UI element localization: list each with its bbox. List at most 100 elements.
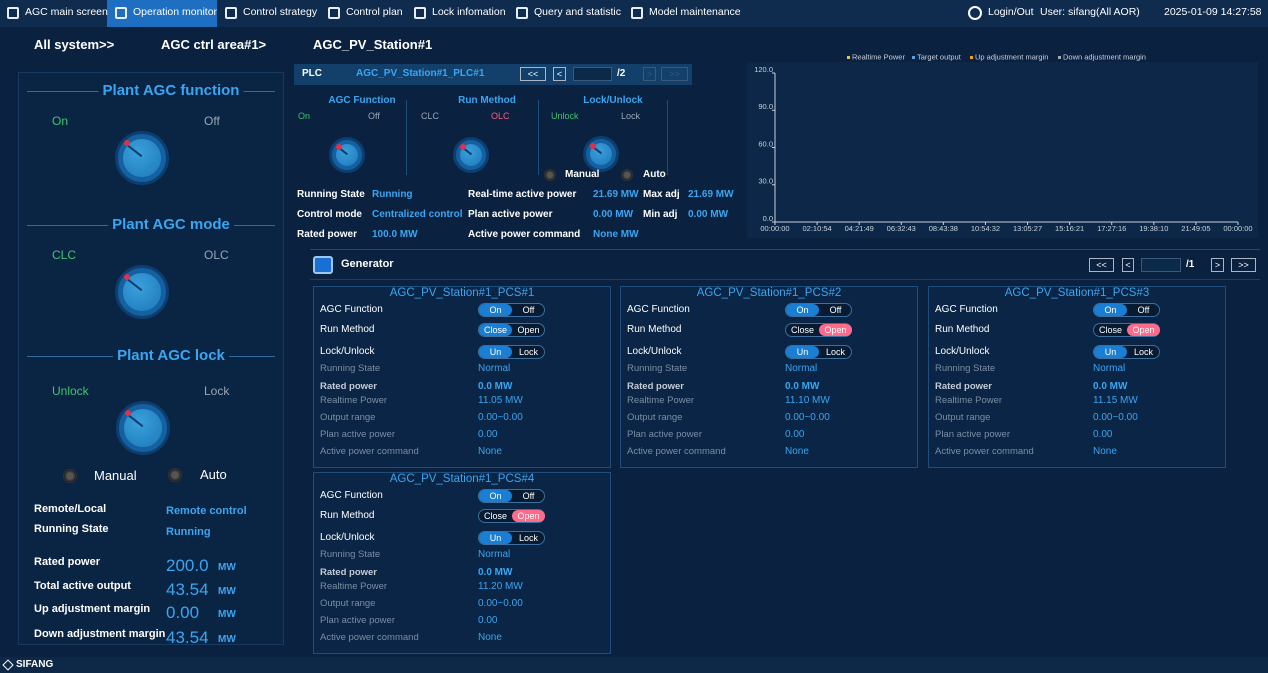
toggle-option[interactable]: Un xyxy=(1094,346,1127,358)
card-title: AGC_PV_Station#1_PCS#4 xyxy=(389,472,535,485)
toggle[interactable]: Un Lock xyxy=(785,345,852,359)
toggle-option[interactable]: On xyxy=(479,304,512,316)
toggle-option[interactable]: On xyxy=(479,490,512,502)
field-label: Active power command xyxy=(320,445,419,457)
toggle[interactable]: On Off xyxy=(478,303,545,317)
pager-button[interactable]: < xyxy=(553,67,566,81)
field-value: 0.00~0.00 xyxy=(478,411,523,423)
toggle-option[interactable]: Lock xyxy=(825,347,845,357)
field-value: None xyxy=(785,445,809,457)
generator-icon[interactable] xyxy=(313,256,333,274)
nav-item[interactable]: Control strategy xyxy=(243,6,318,19)
knob-mark xyxy=(123,139,130,146)
toggle-option[interactable]: Open xyxy=(512,510,545,522)
pager-button[interactable]: >> xyxy=(1231,258,1256,272)
knob[interactable] xyxy=(115,131,169,185)
toggle-option[interactable]: Close xyxy=(790,325,814,335)
toggle-option[interactable]: Off xyxy=(522,305,535,315)
nav-item[interactable]: Operation monitor xyxy=(133,6,218,19)
toggle-option[interactable]: Lock xyxy=(1133,347,1153,357)
nav-item[interactable]: Control plan xyxy=(346,6,403,19)
nav-item[interactable]: Lock infomation xyxy=(432,6,506,19)
toggle-option[interactable]: Un xyxy=(479,532,512,544)
nav-item[interactable]: Model maintenance xyxy=(649,6,741,19)
plc-label: PLC xyxy=(302,67,322,79)
toggle-option[interactable]: Off xyxy=(829,305,842,315)
x-tick-label: 04:21:49 xyxy=(845,224,874,233)
x-tick-label: 10:54:32 xyxy=(971,224,1000,233)
pager-button[interactable]: > xyxy=(643,67,656,81)
mode-label: Manual xyxy=(94,467,137,483)
knob[interactable] xyxy=(115,265,169,319)
generator-card xyxy=(313,286,611,468)
toggle-option[interactable]: Off xyxy=(522,491,535,501)
toggle-option[interactable]: Open xyxy=(819,324,852,336)
toggle-option[interactable]: Close xyxy=(479,324,512,336)
field-value: Normal xyxy=(1093,362,1126,374)
breadcrumb[interactable]: AGC ctrl area#1> xyxy=(161,36,267,52)
toggle-option[interactable]: Un xyxy=(786,346,819,358)
divider xyxy=(667,100,668,175)
nav-item[interactable]: Query and statistic xyxy=(534,6,621,19)
page-input[interactable] xyxy=(573,67,612,81)
login-link[interactable]: Login/Out xyxy=(988,6,1034,19)
toggle-option[interactable]: Close xyxy=(1098,325,1122,335)
stat-value: Centralized control xyxy=(372,208,463,220)
knob[interactable] xyxy=(116,401,170,455)
pager-button[interactable]: > xyxy=(1211,258,1224,272)
stat-label: Min adj xyxy=(643,208,678,220)
knob[interactable] xyxy=(583,136,619,172)
metric-label: Total active output xyxy=(34,579,131,592)
toggle[interactable]: Close Open xyxy=(478,323,545,337)
pager-button[interactable]: >> xyxy=(661,67,688,81)
page-input[interactable] xyxy=(1141,258,1181,272)
radio[interactable] xyxy=(544,169,556,181)
breadcrumb: AGC_PV_Station#1 xyxy=(313,36,433,52)
toggle-option[interactable]: Open xyxy=(1127,324,1160,336)
field-label: Plan active power xyxy=(935,428,1010,440)
toggle[interactable]: Un Lock xyxy=(478,531,545,545)
nav-icon xyxy=(7,7,19,19)
pager-button[interactable]: << xyxy=(1089,258,1114,272)
toggle[interactable]: Close Open xyxy=(1093,323,1160,337)
toggle[interactable]: On Off xyxy=(785,303,852,317)
field-label: Realtime Power xyxy=(320,394,388,406)
field-value: 11.15 MW xyxy=(1093,394,1138,406)
toggle-label: Lock/Unlock xyxy=(935,345,990,357)
toggle-option[interactable]: Lock xyxy=(518,347,538,357)
toggle-option[interactable]: Lock xyxy=(518,533,538,543)
field-label: Plan active power xyxy=(320,614,395,626)
toggle-option[interactable]: On xyxy=(786,304,819,316)
toggle-option[interactable]: Close xyxy=(483,511,507,521)
toggle[interactable]: Un Lock xyxy=(1093,345,1160,359)
breadcrumb[interactable]: All system>> xyxy=(34,36,115,52)
toggle-option[interactable]: On xyxy=(1094,304,1127,316)
toggle[interactable]: Un Lock xyxy=(478,345,545,359)
field-value: 0.00~0.00 xyxy=(478,597,523,609)
field-label: Rated power xyxy=(627,380,685,392)
radio[interactable] xyxy=(621,169,633,181)
toggle-option[interactable]: Un xyxy=(479,346,512,358)
pager-button[interactable]: < xyxy=(1122,258,1134,272)
power-chart: Realtime Power Target output Up adjustment… xyxy=(747,52,1258,238)
nav-item[interactable]: AGC main screen xyxy=(25,6,108,19)
knob[interactable] xyxy=(329,137,365,173)
option-label: Lock xyxy=(204,384,230,399)
toggle[interactable]: Close Open xyxy=(478,509,545,523)
radio[interactable] xyxy=(63,469,77,483)
field-label: Output range xyxy=(627,411,683,423)
generator-card xyxy=(620,286,918,468)
option-label: CLC xyxy=(421,111,440,122)
option-label: OLC xyxy=(204,248,229,263)
toggle[interactable]: On Off xyxy=(478,489,545,503)
stat-value: 100.0 MW xyxy=(372,228,418,240)
knob[interactable] xyxy=(453,137,489,173)
radio[interactable] xyxy=(168,468,182,482)
mode-label: Manual xyxy=(565,168,600,180)
toggle[interactable]: On Off xyxy=(1093,303,1160,317)
toggle[interactable]: Close Open xyxy=(785,323,852,337)
footer-bar xyxy=(0,657,1268,673)
toggle-option[interactable]: Open xyxy=(517,325,540,335)
pager-button[interactable]: << xyxy=(520,67,546,81)
toggle-option[interactable]: Off xyxy=(1137,305,1150,315)
